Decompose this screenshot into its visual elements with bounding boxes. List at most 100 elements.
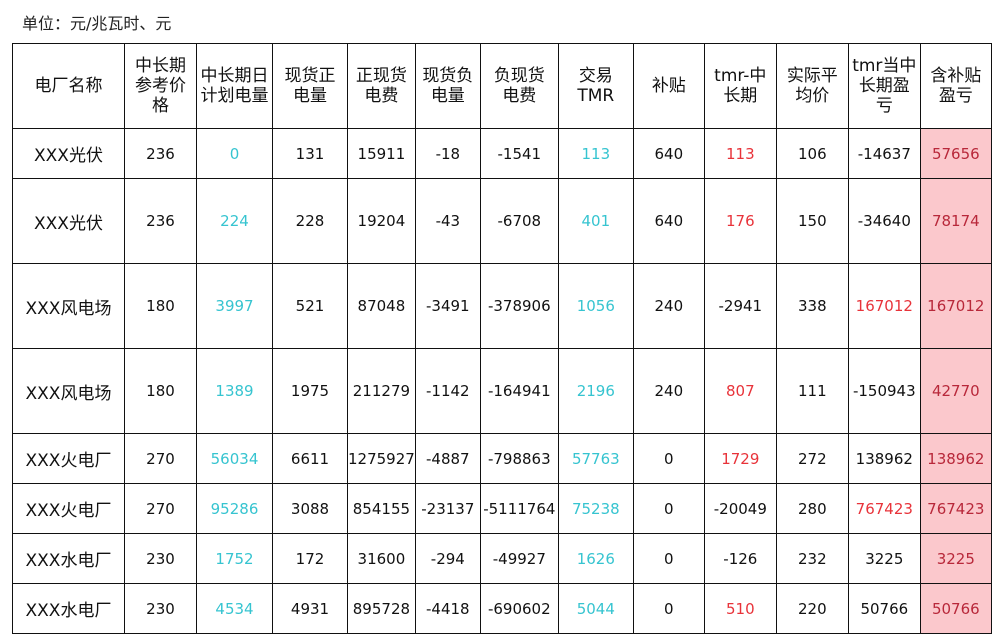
table-row: XXX火电厂 270 95286 3088 854155 -23137 -5111764 75… <box>12 483 992 534</box>
column-header: 含补贴 盈亏 <box>919 43 992 129</box>
table-cell: 75238 <box>557 483 634 534</box>
table-row: XXX风电场 180 3997 521 87048 -3491 -378906 1056 240… <box>12 263 992 349</box>
table-cell: -150943 <box>847 348 921 434</box>
table-cell: 57763 <box>557 433 634 484</box>
table-cell: 15911 <box>347 128 416 179</box>
column-header: 现货正 电量 <box>272 43 348 129</box>
table-cell: 57656 <box>919 128 992 179</box>
table-cell: 401 <box>557 178 634 264</box>
table-cell: 150 <box>775 178 849 264</box>
table-cell: 272 <box>775 433 849 484</box>
table-cell: -126 <box>703 533 777 584</box>
table-cell: 111 <box>775 348 849 434</box>
table-cell: 138962 <box>847 433 921 484</box>
table-cell: -5111764 <box>479 483 559 534</box>
unit-label: 单位：元/兆瓦时、元 <box>22 14 172 33</box>
table-cell: 1752 <box>196 533 273 584</box>
table-cell: -34640 <box>847 178 921 264</box>
table-cell: 0 <box>196 128 273 179</box>
table-row: XXX火电厂 270 56034 6611 1275927 -4887 -798863 577… <box>12 433 992 484</box>
table-cell: -294 <box>414 533 481 584</box>
table-cell: -6708 <box>479 178 559 264</box>
table-cell: -2941 <box>703 263 777 349</box>
plant-name-cell: XXX水电厂 <box>12 533 125 584</box>
plant-name-cell: XXX火电厂 <box>12 483 125 534</box>
table-cell: 1275927 <box>347 433 416 484</box>
table-cell: 113 <box>557 128 634 179</box>
table-cell: 180 <box>124 263 197 349</box>
plant-name-cell: XXX风电场 <box>12 348 125 434</box>
table-cell: 95286 <box>196 483 273 534</box>
table-cell: 4534 <box>196 583 273 634</box>
table-cell: 0 <box>632 533 705 584</box>
table-cell: 172 <box>272 533 348 584</box>
table-cell: 510 <box>703 583 777 634</box>
table-row: XXX光伏 236 0 131 15911 -18 -1541 113 640 113 106 -14… <box>12 128 992 179</box>
table-cell: 270 <box>124 483 197 534</box>
table-cell: 176 <box>703 178 777 264</box>
table-cell: 19204 <box>347 178 416 264</box>
table-cell: 640 <box>632 178 705 264</box>
table-cell: -3491 <box>414 263 481 349</box>
table-cell: -1541 <box>479 128 559 179</box>
table-row: XXX水电厂 230 4534 4931 895728 -4418 -690602 5044 0… <box>12 583 992 634</box>
table-cell: 1729 <box>703 433 777 484</box>
table-cell: -798863 <box>479 433 559 484</box>
table-cell: -690602 <box>479 583 559 634</box>
plant-name-cell: XXX光伏 <box>12 178 125 264</box>
table-cell: 1056 <box>557 263 634 349</box>
table-cell: 280 <box>775 483 849 534</box>
column-header: 正现货 电费 <box>347 43 416 129</box>
table-cell: 138962 <box>919 433 992 484</box>
table-cell: 1626 <box>557 533 634 584</box>
table-cell: 31600 <box>347 533 416 584</box>
table-cell: 56034 <box>196 433 273 484</box>
table-cell: 50766 <box>847 583 921 634</box>
table-cell: 807 <box>703 348 777 434</box>
table-cell: -164941 <box>479 348 559 434</box>
column-header: 交易 TMR <box>557 43 634 129</box>
table-cell: -23137 <box>414 483 481 534</box>
table-cell: -4887 <box>414 433 481 484</box>
column-header: 中长期日 计划电量 <box>196 43 273 129</box>
table-cell: 3225 <box>919 533 992 584</box>
table-cell: -20049 <box>703 483 777 534</box>
table-cell: 767423 <box>919 483 992 534</box>
table-cell: 640 <box>632 128 705 179</box>
table-cell: 228 <box>272 178 348 264</box>
table-cell: 87048 <box>347 263 416 349</box>
plant-name-cell: XXX火电厂 <box>12 433 125 484</box>
table-cell: -378906 <box>479 263 559 349</box>
table-cell: 78174 <box>919 178 992 264</box>
table-row: XXX光伏 236 224 228 19204 -43 -6708 401 640 176 150-… <box>12 178 992 264</box>
plant-name-cell: XXX光伏 <box>12 128 125 179</box>
column-header: 电厂名称 <box>12 43 125 129</box>
table-cell: 42770 <box>919 348 992 434</box>
column-header: 补贴 <box>632 43 705 129</box>
table-cell: -1142 <box>414 348 481 434</box>
table-cell: 0 <box>632 433 705 484</box>
table-cell: 854155 <box>347 483 416 534</box>
table-cell: -14637 <box>847 128 921 179</box>
table-cell: 767423 <box>847 483 921 534</box>
column-header: 现货负 电量 <box>414 43 481 129</box>
table-cell: 180 <box>124 348 197 434</box>
table-cell: 240 <box>632 348 705 434</box>
power-plant-table: 电厂名称 中长期 参考价 格中长期日 计划电量 现货正 电量 正现货 电费 现货负 电量… <box>12 43 992 634</box>
table-cell: 167012 <box>847 263 921 349</box>
table-cell: 270 <box>124 433 197 484</box>
table-cell: 521 <box>272 263 348 349</box>
table-cell: 167012 <box>919 263 992 349</box>
table-cell: 4931 <box>272 583 348 634</box>
column-header: 中长期 参考价 格 <box>124 43 197 129</box>
table-cell: 50766 <box>919 583 992 634</box>
plant-name-cell: XXX水电厂 <box>12 583 125 634</box>
table-cell: 1975 <box>272 348 348 434</box>
table-row: XXX水电厂 230 1752 172 31600 -294 -49927 1626 0 -126… <box>12 533 992 584</box>
plant-name-cell: XXX风电场 <box>12 263 125 349</box>
table-row: XXX风电场 180 1389 1975 211279 -1142 -164941 2196 2… <box>12 348 992 434</box>
table-cell: 224 <box>196 178 273 264</box>
table-cell: 3225 <box>847 533 921 584</box>
table-cell: 3997 <box>196 263 273 349</box>
table-cell: -43 <box>414 178 481 264</box>
